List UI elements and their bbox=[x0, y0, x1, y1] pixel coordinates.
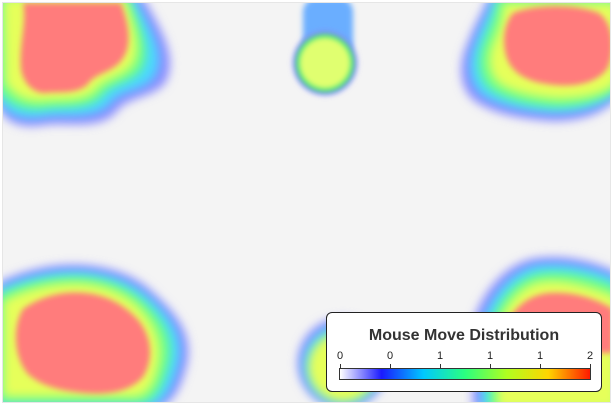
legend-tick-label: 0 bbox=[386, 350, 394, 362]
legend-tick-mark bbox=[540, 364, 541, 370]
legend-tick-label: 1 bbox=[486, 350, 494, 362]
heat-cluster-bottom-left bbox=[3, 265, 189, 402]
heatmap-legend: Mouse Move Distribution 0 0 1 1 1 2 bbox=[326, 312, 602, 392]
legend-tick-label: 1 bbox=[536, 350, 544, 362]
legend-color-scale bbox=[339, 368, 591, 380]
legend-tick-label: 2 bbox=[586, 350, 594, 362]
legend-tick-mark bbox=[390, 364, 391, 370]
legend-tick-label: 0 bbox=[336, 350, 344, 362]
legend-tick-mark bbox=[440, 364, 441, 370]
legend-tick-mark bbox=[590, 364, 591, 370]
heat-cluster-top-right bbox=[461, 3, 610, 121]
heat-cluster-top-middle bbox=[293, 3, 357, 95]
legend-tick-label: 1 bbox=[436, 350, 444, 362]
legend-tick-mark bbox=[340, 364, 341, 370]
legend-tick-mark bbox=[490, 364, 491, 370]
legend-title: Mouse Move Distribution bbox=[368, 327, 560, 344]
heat-cluster-top-left bbox=[3, 3, 170, 126]
